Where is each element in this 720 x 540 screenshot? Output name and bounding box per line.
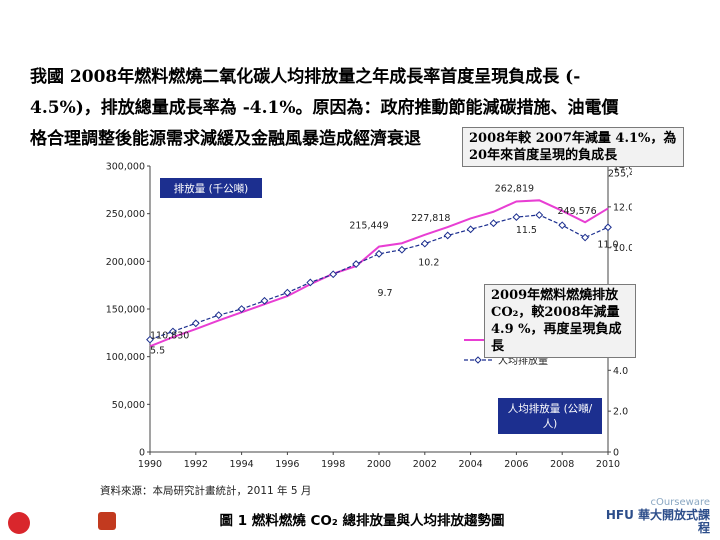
para-line-1: 我國 2008年燃料燃燒二氧化碳人均排放量之年成長率首度呈現負成長 (- <box>30 67 581 87</box>
chart-source: 資料來源：本局研究計畫統計，2011 年 5 月 <box>100 484 311 497</box>
brand-line-2: HFU 華大開放式課程 <box>605 508 710 535</box>
co2-trend-figure: 0 50,000 100,000 150,000 200,000 250,000 300,0… <box>92 152 647 532</box>
co2-chart-svg: 0 50,000 100,000 150,000 200,000 250,000 300,0… <box>100 162 647 530</box>
per-capita-point <box>397 245 406 254</box>
x-tick-label: 1998 <box>321 459 345 470</box>
y-right-label-box: 人均排放量 (公噸/人) <box>498 398 602 434</box>
x-tick-label: 1996 <box>275 459 299 470</box>
y-left-tick-label: 250,000 <box>106 209 145 220</box>
per-capita-point <box>512 213 521 221</box>
per-capita-point <box>283 288 292 297</box>
per-capita-point <box>352 260 361 268</box>
per-capita-point <box>466 225 475 234</box>
per-capita-point <box>191 319 200 328</box>
data-label-co2_2000: 215,449 <box>349 221 388 232</box>
book-icon <box>98 512 116 530</box>
para-line-3: 格合理調整後能源需求減緩及金融風暴造成經濟衰退 <box>30 129 421 149</box>
callout-2008: 2008年較 2007年減量 4.1%，為 20年來首度呈現的負成長 <box>462 127 684 167</box>
data-label-co2_2010: 255,484 <box>608 168 632 179</box>
y-right-tick-label: 10.0 <box>613 243 632 254</box>
y-right-tick-label: 0 <box>613 448 619 459</box>
per-capita-point <box>604 223 612 232</box>
y-right-tick-label: 4.0 <box>613 366 628 377</box>
per-capita-point <box>237 305 246 313</box>
brand-line-1: cOurseware <box>650 497 710 508</box>
y-right-tick-label: 14.0 <box>613 162 632 173</box>
per-capita-point <box>489 219 498 228</box>
chart-title: 圖 1 燃料燃燒 CO₂ 總排放量與人均排放趨勢圖 <box>220 512 505 529</box>
data-label-co2_2009: 249,576 <box>557 206 596 217</box>
per-capita-point <box>375 249 383 258</box>
x-tick-label: 1992 <box>184 459 208 470</box>
y-right-axis-label-line1: 人均排放量 (公噸/ <box>508 402 593 415</box>
y-left-tick-label: 150,000 <box>106 305 145 316</box>
y-right-axis-label-line2: 人) <box>543 418 558 430</box>
x-tick-label: 2010 <box>596 459 620 470</box>
x-tick-label: 1990 <box>138 459 162 470</box>
per-capita-point <box>581 233 590 242</box>
data-label-pc_2010: 11.0 <box>597 239 618 250</box>
para-line-2: 4.5%)，排放總量成長率為 -4.1%。原因為：政府推動節能減碳措施、油電價 <box>30 98 619 118</box>
y-right-tick-label: 2.0 <box>613 407 628 418</box>
x-tick-label: 2000 <box>367 459 391 470</box>
per-capita-point <box>214 311 223 320</box>
y-right-label-bg <box>498 398 602 434</box>
per-capita-point <box>168 327 177 336</box>
data-label-pc_2006: 11.5 <box>516 225 537 236</box>
data-label-pc_1990: 5.5 <box>150 346 165 357</box>
intro-paragraph: 我國 2008年燃料燃燒二氧化碳人均排放量之年成長率首度呈現負成長 (- 4.5… <box>30 62 685 155</box>
per-capita-point <box>420 239 429 248</box>
per-capita-line <box>149 214 609 341</box>
data-label-pc_2000: 9.7 <box>377 288 392 299</box>
logo-icon <box>8 512 30 534</box>
y-left-axis-label: 排放量 (千公噸) <box>174 182 249 195</box>
x-tick-label: 1994 <box>230 459 254 470</box>
per-capita-point <box>558 221 567 230</box>
per-capita-point <box>260 296 269 305</box>
y-left-tick-label: 0 <box>139 448 145 459</box>
data-label-co2_2006: 262,819 <box>495 183 534 194</box>
data-label-pc_2002: 10.2 <box>418 258 439 269</box>
y-right-tick-label: 12.0 <box>613 202 632 213</box>
y-left-label-bg <box>160 178 262 198</box>
legend-pc-marker <box>474 356 482 364</box>
x-tick-label: 2002 <box>413 459 437 470</box>
y-left-tick-label: 50,000 <box>112 400 145 411</box>
per-capita-point <box>329 270 338 279</box>
x-tick-label: 2006 <box>504 459 528 470</box>
data-label-co2_2002: 227,818 <box>411 213 450 224</box>
per-capita-point <box>146 335 154 344</box>
x-tick-label: 2008 <box>550 459 574 470</box>
brand-text: cOurseware HFU 華大開放式課程 <box>600 496 710 535</box>
data-label-co2_1990: 110,830 <box>150 330 189 341</box>
co2-total-line <box>149 199 609 348</box>
per-capita-point <box>306 278 315 287</box>
y-left-label-box: 排放量 (千公噸) <box>160 178 262 198</box>
callout-2009: 2009年燃料燃燒排放 CO₂，較2008年減量 4.9 %，再度呈現負成長 <box>484 284 636 358</box>
y-left-tick-label: 100,000 <box>106 352 145 363</box>
x-tick-label: 2004 <box>459 459 483 470</box>
per-capita-point <box>535 211 544 219</box>
per-capita-point <box>443 231 452 240</box>
y-left-tick-label: 200,000 <box>106 257 145 268</box>
y-left-tick-label: 300,000 <box>106 162 145 173</box>
